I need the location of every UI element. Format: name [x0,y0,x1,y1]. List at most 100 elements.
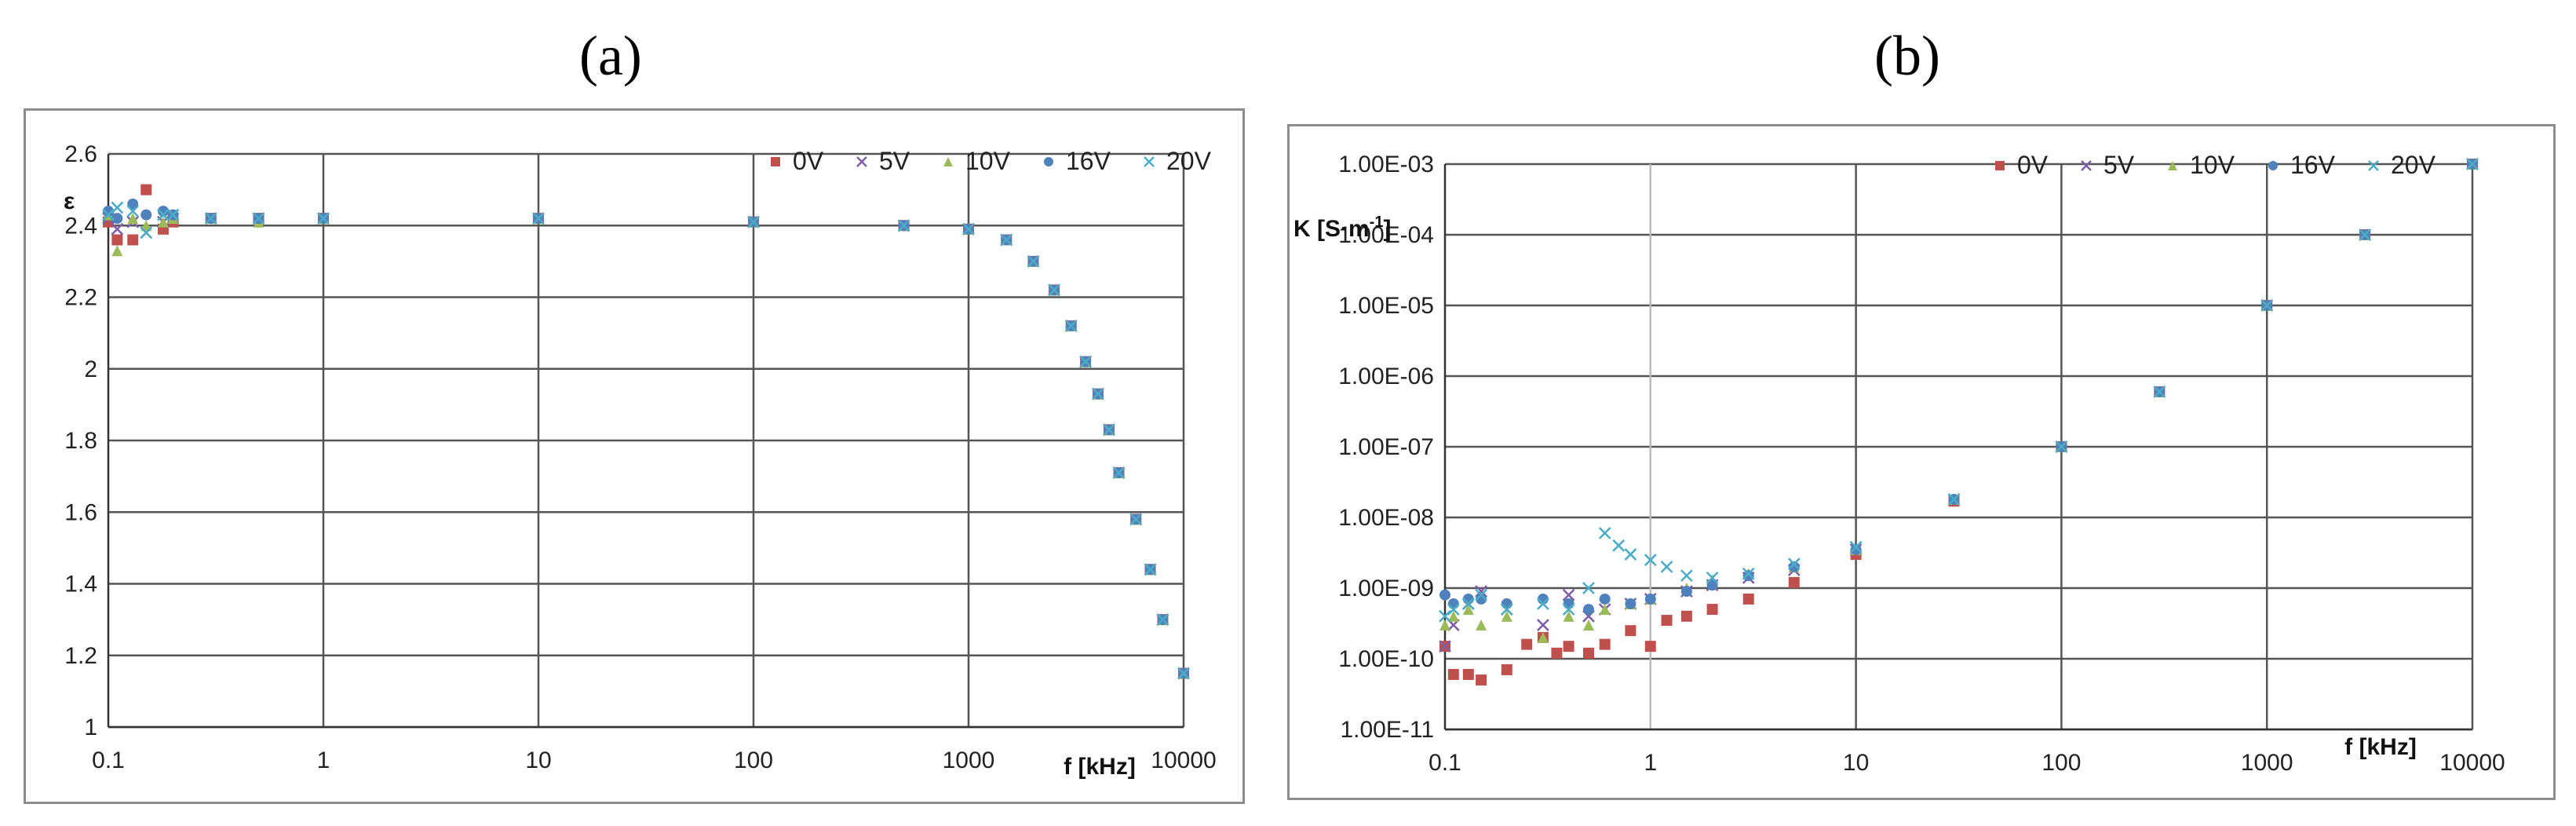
series-0V [103,184,1189,679]
legend-marker [2081,160,2092,171]
data-point [1599,593,1611,605]
data-point [1680,569,1693,583]
data-point [1501,610,1512,622]
data-point [1562,588,1575,601]
data-point [1048,283,1060,297]
legend-marker [943,157,953,166]
data-point [1849,540,1863,554]
y-tick-label: 1.00E-09 [1338,576,1434,601]
series-5V [1439,158,2479,653]
data-point [532,212,545,225]
data-point [1447,668,1459,680]
y-axis-label: ε [64,188,75,214]
data-point [2260,299,2274,312]
data-point [1439,620,1450,631]
x-tick-label: 100 [2041,750,2081,776]
data-point [897,219,910,232]
data-point [1537,619,1549,631]
y-tick-label: 1.00E-10 [1338,646,1434,672]
data-point [1788,561,1800,572]
data-point [102,208,115,221]
data-point [1501,663,1512,675]
legend-label: 5V [2103,151,2135,179]
legend-marker [2168,161,2177,170]
data-point [1447,598,1459,609]
data-point [1742,567,1755,580]
x-tick-label: 10 [525,747,551,773]
data-point [2466,158,2479,170]
series-20V [1439,158,2479,623]
chart-panel-a: 1 1.2 1.4 1.6 1.8 2 2.2 2.4 2.6 0.1 1 10 100 1000 1000… [24,108,1245,804]
data-point [1563,610,1574,622]
y-axis-label: K [S·m-1] [1293,214,1391,242]
data-point [1447,610,1459,622]
y-tick-label: 1.00E-04 [1338,222,1434,248]
legend-marker [2268,161,2278,170]
x-tick-label: 1000 [2241,750,2293,776]
data-point [126,205,140,217]
data-point [1000,233,1013,247]
data-point [2359,228,2371,241]
data-point [1598,527,1611,539]
data-point [1144,563,1157,576]
data-point [1439,640,1451,653]
legend-label: 16V [2290,151,2336,179]
data-point [1112,466,1126,479]
legend-label: 10V [2190,151,2235,179]
y-tick-label: 2.6 [64,141,97,167]
data-point [127,213,139,225]
x-axis-label: f [kHz] [2344,734,2417,760]
data-point [1644,593,1656,605]
y-tick-label: 1.00E-03 [1338,152,1434,177]
data-point [962,222,975,236]
series-16V [103,198,1189,679]
series-20V [102,201,1190,680]
legend-marker [771,157,780,166]
panel-label-b: (b) [1874,24,1940,87]
data-point [1476,674,1487,686]
data-point [103,206,114,217]
data-point [1599,638,1611,650]
data-point [1644,554,1657,567]
gridlines [1445,163,2474,731]
y-tick-label: 1.4 [64,572,97,598]
data-point [111,234,123,246]
y-tick-label: 1.00E-11 [1340,717,1434,743]
legend-label: 0V [793,147,824,175]
data-point [1439,589,1450,601]
y-tick-label: 2.4 [64,213,97,239]
legend-label: 5V [879,147,910,175]
data-point [1156,613,1169,627]
legend-label: 20V [2391,151,2436,179]
data-point [111,245,123,257]
data-point [1624,548,1637,561]
data-point [166,208,180,221]
data-point [1612,539,1626,552]
data-point [1680,610,1692,622]
data-point [1947,493,1961,506]
data-point [1501,598,1512,609]
y-tick-label: 1.8 [64,428,97,454]
legend: 0V 5V 10V 16V 20V [1995,151,2436,179]
data-point [1079,355,1092,368]
data-point [1027,254,1040,268]
legend-label: 20V [1166,147,1212,175]
data-point [1537,631,1549,643]
data-point [1706,579,1718,591]
series-0V [1439,159,2478,686]
data-point [1177,667,1190,680]
data-point [1660,561,1673,573]
y-tick-label: 1.6 [64,499,97,525]
chart-panel-b: 1.00E-11 1.00E-10 1.00E-09 1.00E-08 1.00E-07… [1287,124,2556,800]
data-point [1787,557,1801,571]
series-5V [102,212,1190,680]
legend-marker [1144,156,1155,167]
data-point [204,212,217,225]
data-point [1599,604,1611,616]
data-point [140,209,152,221]
data-point [2055,440,2068,453]
data-point [1706,604,1718,616]
data-point [157,206,169,217]
data-point [1563,598,1574,609]
data-point [1551,647,1563,659]
